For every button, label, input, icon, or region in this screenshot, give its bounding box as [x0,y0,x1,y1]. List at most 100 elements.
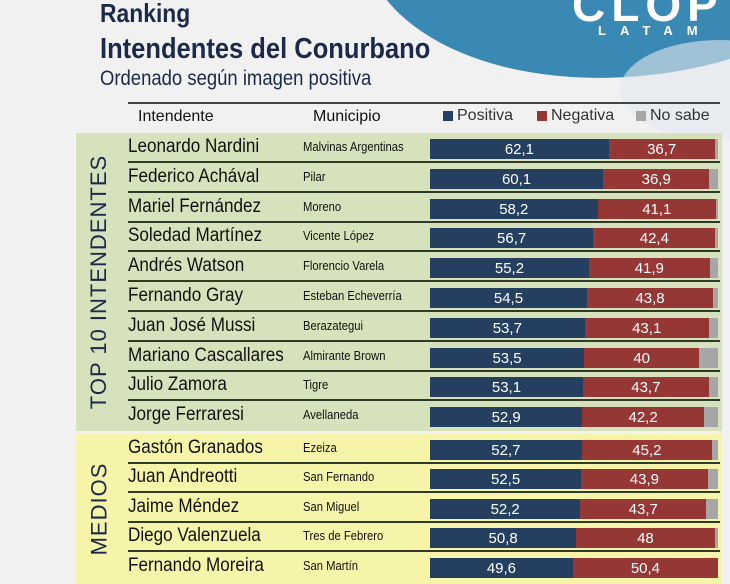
municipio-name: San Fernando [303,470,374,484]
bar-positiva: 52,2 [430,499,580,519]
bar-negativa: 50,4 [573,558,718,578]
bar-negativa: 43,7 [583,377,709,397]
bar-no-sabe [709,377,718,397]
bar-negativa: 41,1 [598,199,716,219]
intendente-name: Mariel Fernández [128,196,261,218]
logo-subtext: LATAM [598,23,712,38]
bar-positiva: 53,5 [430,348,584,368]
legend-item-positiva: Positiva [443,107,513,125]
section-label-text: TOP 10 INTENDENTES [86,155,112,409]
intendente-name: Leonardo Nardini [128,136,259,158]
municipio-name: Malvinas Argentinas [303,140,404,154]
section-label-medios: MEDIOS [76,434,122,584]
municipio-name: Ezeiza [303,441,337,455]
municipio-name: Tres de Febrero [303,529,383,543]
municipio-name: San Miguel [303,500,359,514]
intendente-name: Fernando Gray [128,285,243,307]
municipio-name: Avellaneda [303,408,358,422]
bar-positiva: 53,7 [430,318,585,338]
municipio-name: Esteban Echeverría [303,289,402,303]
intendente-name: Gastón Granados [128,437,263,459]
bar-negativa: 43,7 [580,499,706,519]
bar-no-sabe [704,407,718,427]
municipio-name: San Martín [303,559,358,573]
bar-positiva: 60,1 [430,169,603,189]
bar-no-sabe [709,169,718,189]
bar-positiva: 54,5 [430,288,587,308]
bar-no-sabe [699,348,718,368]
bar-negativa: 36,7 [609,139,715,159]
bar-positiva: 52,5 [430,469,581,489]
bar-no-sabe [712,440,718,460]
intendente-name: Jorge Ferraresi [128,404,244,426]
municipio-name: Florencio Varela [303,259,384,273]
bar-negativa: 42,4 [593,228,715,248]
intendente-name: Juan Andreotti [128,466,237,488]
chart-title: Ranking [100,0,190,29]
header-divider [128,102,720,104]
bar-no-sabe [706,499,718,519]
intendente-name: Diego Valenzuela [128,525,261,547]
intendente-name: Soledad Martínez [128,225,262,247]
municipio-name: Vicente López [303,229,374,243]
column-header-intendente: Intendente [138,108,214,126]
bar-positiva: 49,6 [430,558,573,578]
legend-label: No sabe [650,107,710,125]
bar-positiva: 52,9 [430,407,582,427]
chart-title-line2: Intendentes del Conurbano [100,33,430,66]
intendente-name: Andrés Watson [128,255,244,277]
intendente-name: Mariano Cascallares [128,345,284,367]
section-label-text: MEDIOS [86,463,112,556]
bar-no-sabe [715,228,718,248]
column-header-municipio: Municipio [313,108,381,126]
bar-negativa: 42,2 [582,407,704,427]
legend-swatch-icon [636,111,646,121]
municipio-name: Pilar [303,170,326,184]
municipio-name: Berazategui [303,319,363,333]
bar-negativa: 48 [576,528,714,548]
intendente-name: Federico Achával [128,166,259,188]
bar-no-sabe [715,528,718,548]
municipio-name: Almirante Brown [303,349,386,363]
legend-swatch-icon [443,111,453,121]
legend-label: Negativa [551,107,614,125]
legend-item-negativa: Negativa [537,107,614,125]
intendente-name: Jaime Méndez [128,496,239,518]
bar-negativa: 36,9 [603,169,709,189]
section-label-top10: TOP 10 INTENDENTES [76,133,122,431]
bar-no-sabe [709,318,718,338]
bar-negativa: 45,2 [582,440,712,460]
bar-positiva: 55,2 [430,258,589,278]
bar-negativa: 43,9 [581,469,707,489]
bar-negativa: 40 [584,348,699,368]
legend-label: Positiva [457,107,513,125]
bar-positiva: 53,1 [430,377,583,397]
intendente-name: Julio Zamora [128,374,227,396]
bar-positiva: 62,1 [430,139,609,159]
